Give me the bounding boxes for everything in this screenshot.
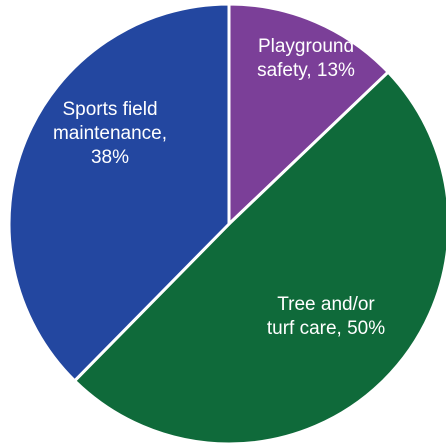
pie-label-line: turf care, 50% — [267, 318, 385, 339]
pie-slices — [7, 2, 446, 446]
pie-label-playground-safety: Playground safety, 13% — [257, 36, 355, 81]
pie-label-line: maintenance, — [53, 123, 167, 144]
pie-slice-tree-and-or-turf-care — [73, 70, 446, 446]
pie-slice-playground-safety — [227, 2, 390, 226]
pie-label-line: Tree and/or — [277, 294, 375, 315]
pie-slice-sports-field-maintenance — [7, 2, 231, 383]
pie-label-line: Sports field — [62, 99, 157, 120]
pie-label-sports-field-maintenance: Sports field maintenance, 38% — [53, 99, 167, 168]
pie-label-line: safety, 13% — [257, 60, 355, 81]
pie-labels: Playground safety, 13% Tree and/or turf car… — [53, 36, 385, 339]
pie-label-line: 38% — [91, 147, 129, 168]
pie-label-line: Playground — [258, 36, 354, 57]
pie-label-tree-and-or-turf-care: Tree and/or turf care, 50% — [267, 294, 385, 339]
